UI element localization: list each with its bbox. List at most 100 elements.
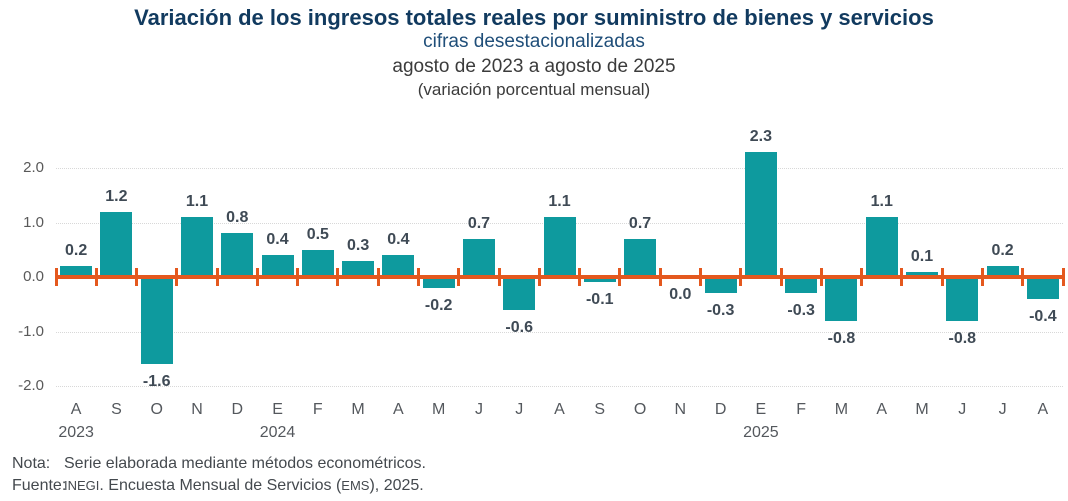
zero-axis-tick — [698, 268, 702, 286]
zero-axis-tick — [658, 268, 662, 286]
month-label: F — [312, 401, 323, 418]
month-label: S — [111, 401, 122, 418]
bar-value-label: -0.4 — [1029, 307, 1057, 325]
year-label: 2025 — [743, 424, 779, 441]
month-label: D — [231, 401, 244, 418]
zero-axis-tick — [739, 268, 743, 286]
month-label: J — [958, 401, 967, 418]
gridline — [56, 386, 1063, 387]
bar-value-label: 1.1 — [185, 193, 209, 211]
zero-axis-tick — [215, 268, 219, 286]
bar — [422, 277, 455, 288]
bar — [583, 277, 616, 283]
chart-header: Variación de los ingresos totales reales… — [0, 5, 1068, 100]
month-label: M — [915, 401, 929, 418]
bar — [1026, 277, 1059, 299]
bar — [865, 217, 898, 277]
y-axis-tick-label: -1.0 — [18, 322, 44, 340]
bar-value-label: -0.3 — [706, 302, 735, 320]
bar-value-label: 0.2 — [991, 242, 1014, 260]
source-text-segment: ), 2025. — [369, 477, 424, 494]
chart-period: agosto de 2023 a agosto de 2025 — [392, 56, 676, 78]
month-label: J — [515, 401, 524, 418]
month-label: J — [474, 401, 483, 418]
bar-value-label: -0.1 — [585, 291, 614, 309]
zero-axis-tick — [376, 268, 380, 286]
bar — [624, 238, 657, 277]
bar-value-label: 2.3 — [749, 127, 773, 145]
month-label: S — [594, 401, 606, 418]
bar — [462, 238, 495, 277]
source-text: INEGI. Encuesta Mensual de Servicios (EM… — [64, 477, 424, 494]
source-label: Fuente: — [12, 477, 67, 494]
source-text-segment: . Encuesta Mensual de Servicios ( — [99, 477, 342, 494]
bar — [301, 249, 334, 277]
bar — [261, 255, 294, 277]
bar — [906, 271, 939, 277]
zero-axis-tick — [819, 268, 823, 286]
bar — [221, 233, 254, 277]
note-row: Nota: Serie elaborada mediante métodos ec… — [12, 453, 426, 475]
year-label: 2023 — [58, 424, 94, 441]
bar-value-label: -0.2 — [424, 296, 453, 314]
chart-title: Variación de los ingresos totales reales… — [134, 5, 934, 30]
y-axis-tick-label: -2.0 — [18, 377, 44, 394]
month-label: M — [834, 401, 849, 418]
month-label: N — [191, 401, 203, 418]
chart-subtitle: cifras desestacionalizadas — [423, 31, 645, 53]
bar — [744, 151, 777, 277]
zero-axis-line — [56, 275, 1063, 279]
bar — [140, 277, 173, 365]
bar — [503, 277, 536, 310]
bar — [100, 211, 133, 277]
zero-axis-tick — [457, 268, 461, 286]
bar-value-label: -0.3 — [787, 302, 815, 320]
month-label: O — [633, 401, 647, 418]
bar — [704, 277, 737, 294]
bar — [543, 217, 576, 277]
month-label: A — [1037, 401, 1049, 418]
bar-value-label: 0.7 — [467, 214, 491, 232]
bar-value-label: -0.6 — [505, 318, 533, 336]
bar-value-label: -1.6 — [142, 373, 171, 391]
month-label: A — [393, 401, 404, 418]
bar — [946, 277, 979, 321]
month-label: E — [272, 401, 283, 418]
chart-unit-note: (variación porcentual mensual) — [417, 80, 651, 100]
gridline — [56, 168, 1063, 169]
bar-value-label: 0.5 — [306, 225, 329, 243]
year-label: 2024 — [259, 424, 296, 441]
bar-value-label: 0.4 — [387, 231, 410, 249]
bar-value-label: 1.1 — [870, 193, 893, 211]
zero-axis-tick — [497, 268, 501, 286]
zero-axis-tick — [417, 268, 421, 286]
y-axis-tick-label: 2.0 — [23, 159, 44, 176]
bar — [60, 266, 93, 277]
bar — [342, 260, 375, 277]
month-label: D — [714, 401, 727, 418]
bar-value-label: 0.8 — [226, 209, 249, 227]
zero-axis-tick — [296, 268, 300, 286]
bar-value-label: 0.0 — [669, 286, 692, 303]
zero-axis-tick — [578, 268, 582, 286]
month-label: J — [998, 401, 1007, 418]
bar — [986, 266, 1019, 277]
zero-axis-tick — [336, 268, 340, 286]
zero-axis-tick — [980, 268, 984, 286]
zero-axis-tick — [94, 268, 98, 286]
bar — [785, 277, 818, 294]
bar — [825, 277, 858, 321]
month-label: F — [796, 401, 807, 418]
bar-value-label: 0.3 — [346, 236, 370, 254]
zero-axis-tick — [175, 268, 179, 286]
chart-footer: Nota: Serie elaborada mediante métodos ec… — [12, 453, 426, 497]
month-label: O — [150, 401, 163, 418]
note-label: Nota: — [12, 455, 51, 472]
zero-axis-tick — [860, 268, 864, 286]
note-text: Serie elaborada mediante métodos economé… — [64, 455, 426, 472]
zero-axis-tick — [618, 268, 622, 286]
bar-value-label: 1.2 — [105, 187, 128, 205]
gridline — [56, 331, 1063, 333]
